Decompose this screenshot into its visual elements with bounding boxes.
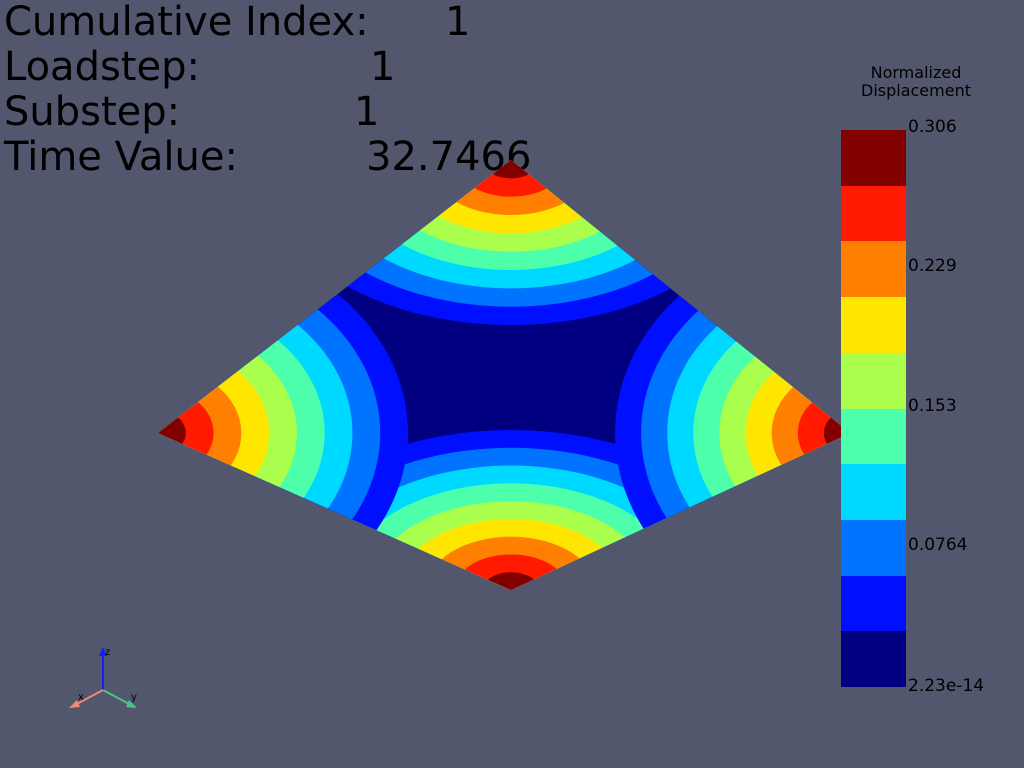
x-axis-line — [74, 689, 104, 706]
contour-band-bottom — [482, 572, 540, 590]
colorbar-title-line2: Displacement — [861, 81, 971, 100]
colorbar-band — [841, 297, 906, 353]
colorbar-title: Normalized Displacement — [846, 64, 986, 100]
colorbar-title-line1: Normalized — [870, 63, 962, 82]
x-axis-arrow — [69, 700, 80, 708]
colorbar-band — [841, 241, 906, 298]
z-axis-label: z — [105, 647, 110, 658]
loadstep-label: Loadstep: — [4, 44, 200, 90]
x-axis-label: x — [78, 692, 84, 703]
substep-value: 1 — [354, 89, 380, 135]
y-axis-line — [102, 689, 132, 706]
loadstep-value: 1 — [370, 44, 396, 90]
colorbar-band — [841, 185, 906, 242]
colorbar-label-2: 0.229 — [908, 256, 957, 276]
contour-band-left — [158, 410, 186, 456]
colorbar-band — [841, 130, 906, 186]
cumulative-index-value: 1 — [445, 0, 471, 45]
colorbar-band — [841, 408, 906, 465]
contour-band-top — [482, 160, 540, 179]
colorbar-band — [841, 631, 906, 688]
time-value-label: Time Value: — [4, 134, 238, 180]
contour-band-bottom — [426, 536, 596, 590]
colorbar-label-4: 0.0764 — [908, 535, 968, 555]
y-axis-label: y — [131, 692, 137, 703]
axes-triad: z x y — [69, 647, 137, 708]
colorbar — [841, 130, 906, 688]
y-axis-arrow — [126, 700, 137, 708]
substep-label: Substep: — [4, 89, 181, 135]
colorbar-label-max: 0.306 — [908, 117, 957, 137]
colorbar-band — [841, 519, 906, 576]
colorbar-band — [841, 575, 906, 632]
colorbar-band — [841, 352, 906, 409]
contour-band-bottom — [454, 554, 568, 590]
z-axis-arrow — [99, 647, 107, 656]
colorbar-label-min: 2.23e-14 — [908, 676, 985, 696]
colorbar-label-3: 0.153 — [908, 396, 957, 416]
colorbar-band — [841, 464, 906, 520]
cumulative-index-label: Cumulative Index: — [4, 0, 369, 45]
